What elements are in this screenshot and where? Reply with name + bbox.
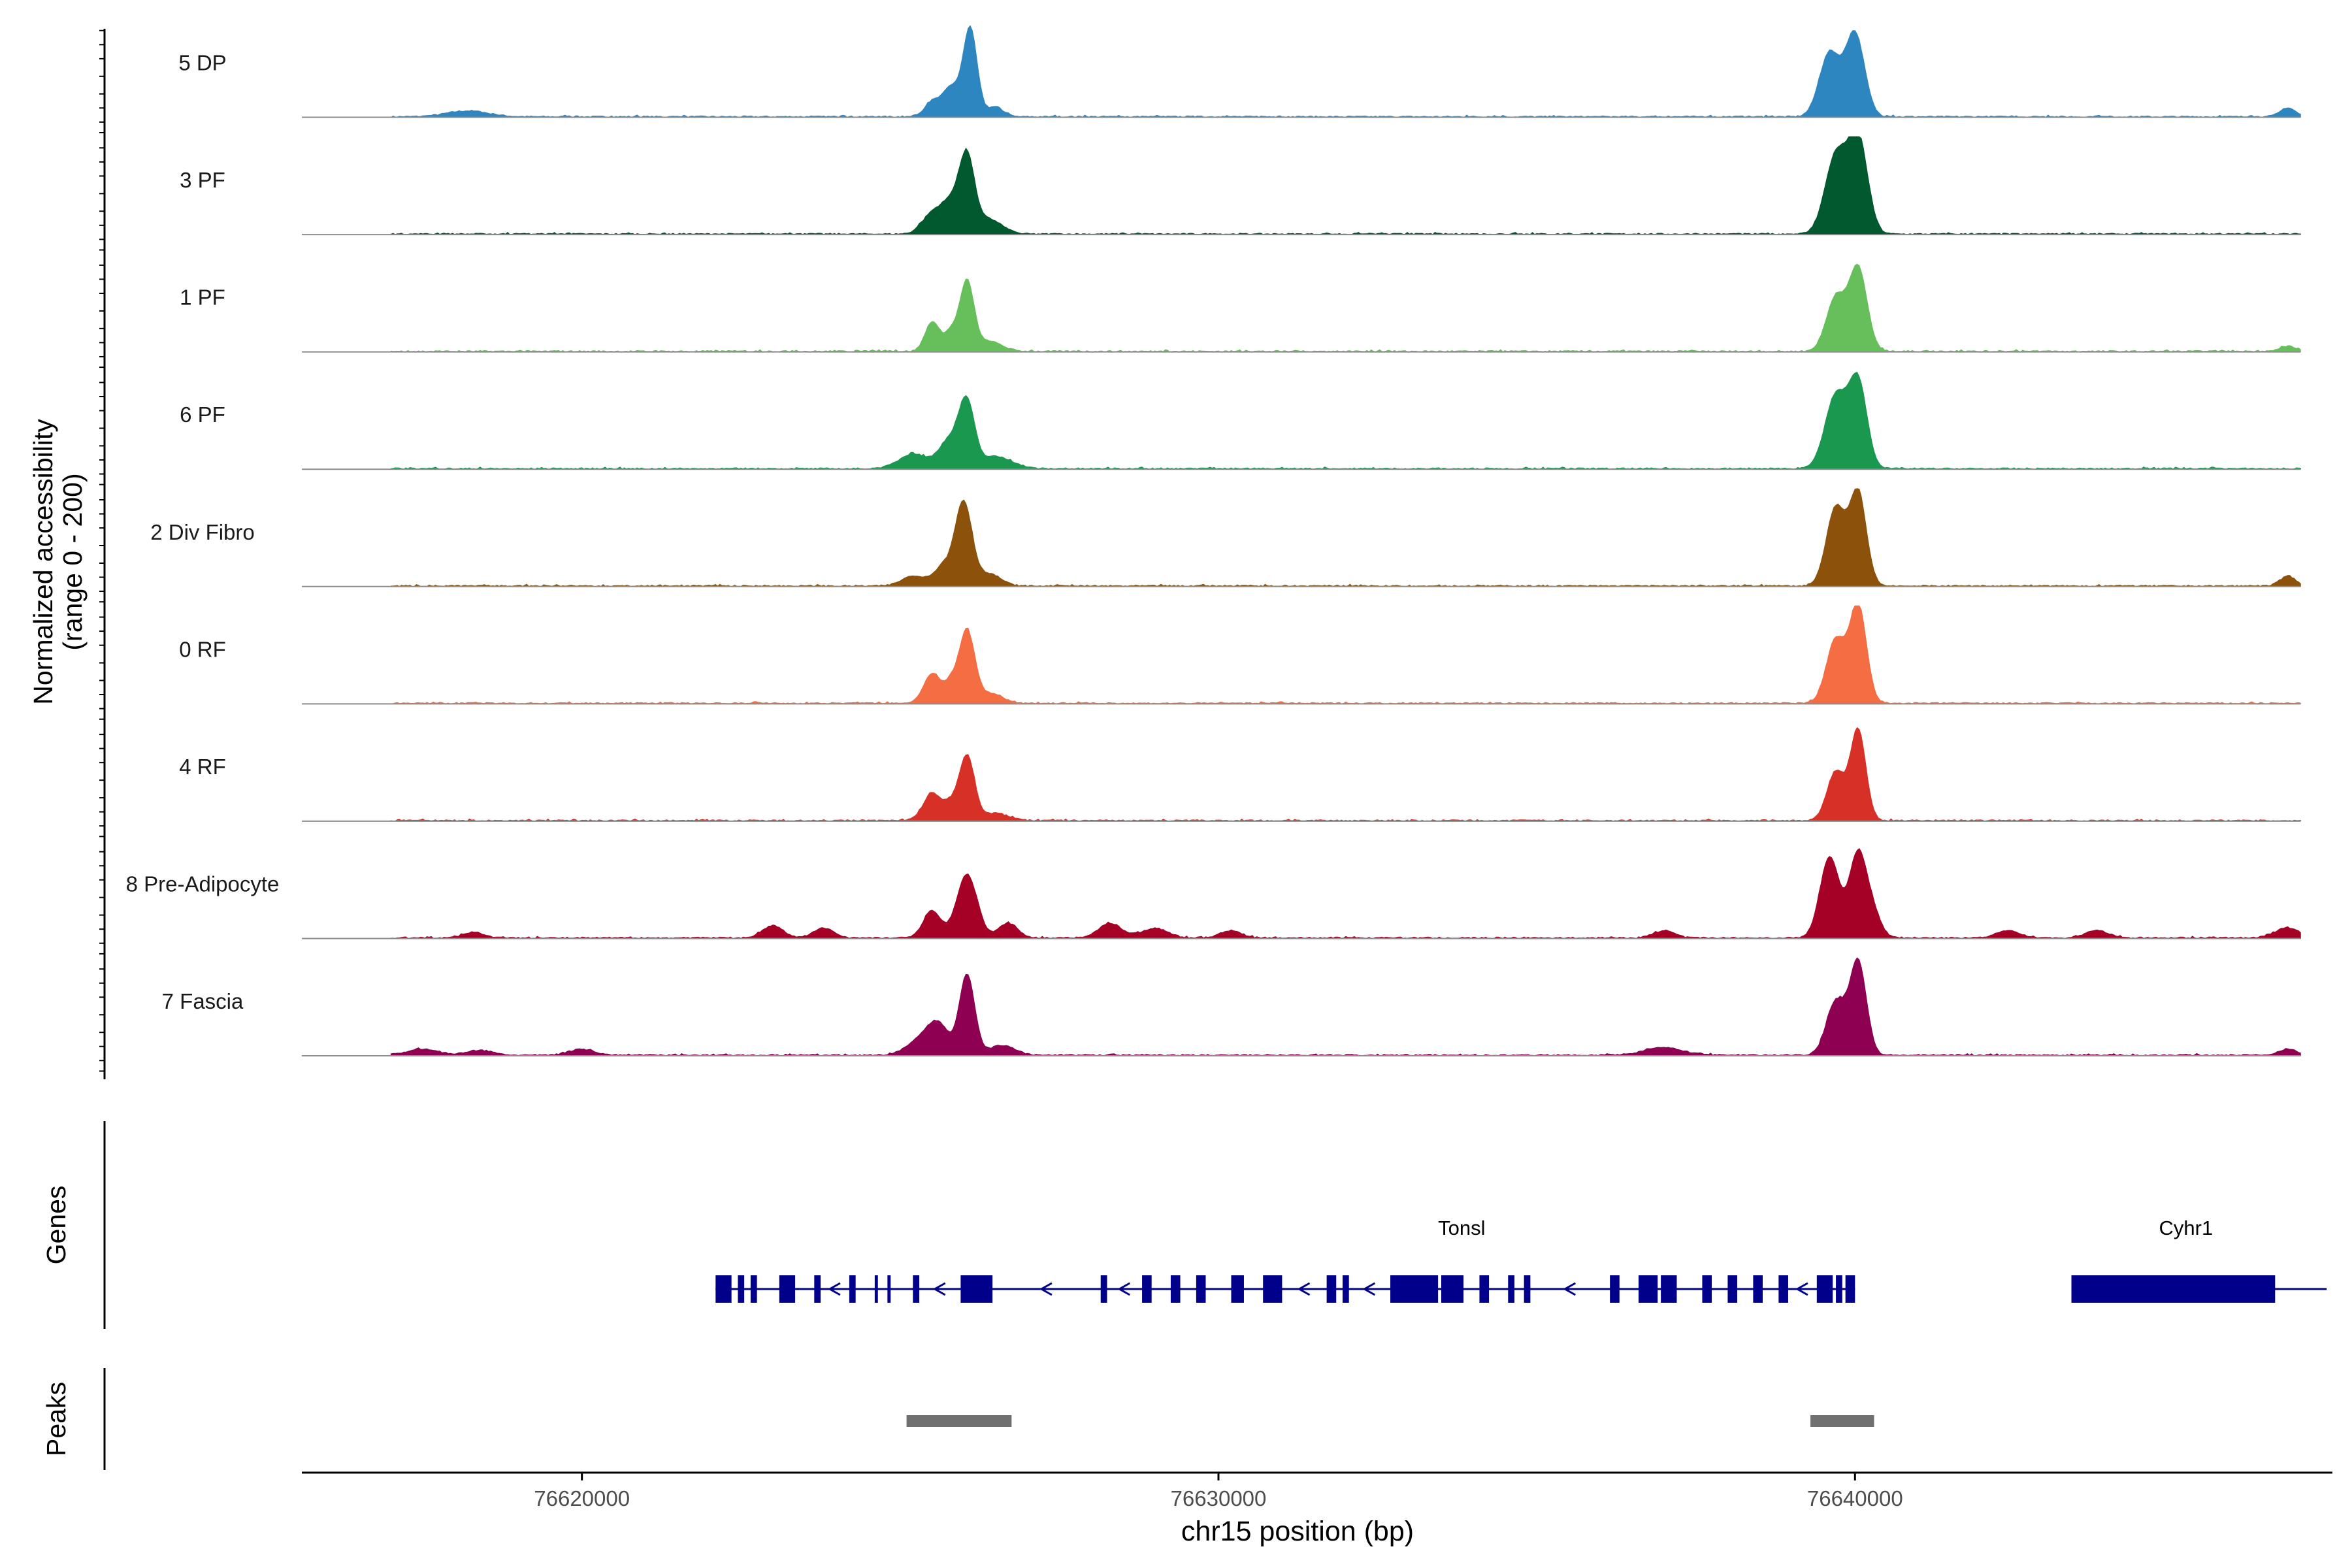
gene-exon bbox=[1231, 1275, 1244, 1303]
track-label: 2 Div Fibro bbox=[150, 520, 255, 544]
gene-exon bbox=[1170, 1275, 1181, 1303]
gene-exon bbox=[2071, 1275, 2276, 1303]
gene-exon bbox=[750, 1275, 757, 1303]
gene-exon bbox=[849, 1275, 856, 1303]
gene-label: Cyhr1 bbox=[2159, 1217, 2213, 1239]
gene-exon bbox=[1845, 1275, 1855, 1303]
gene-tonsl: Tonsl bbox=[715, 1217, 1855, 1303]
gene-exon bbox=[1479, 1275, 1490, 1303]
gene-exon bbox=[814, 1275, 821, 1303]
track-label: 4 RF bbox=[179, 755, 226, 779]
y-axis-label: Normalized accessibility bbox=[28, 419, 58, 705]
track-label: 5 DP bbox=[178, 51, 226, 75]
gene-exon bbox=[1142, 1275, 1152, 1303]
gene-cyhr1: Cyhr1 bbox=[2071, 1217, 2327, 1303]
track-2-div-fibro: 2 Div Fibro bbox=[150, 488, 2301, 587]
track-label: 1 PF bbox=[180, 286, 225, 310]
gene-exon bbox=[1836, 1275, 1842, 1303]
gene-exon bbox=[960, 1275, 993, 1303]
gene-exon bbox=[1441, 1275, 1464, 1303]
gene-exon bbox=[1610, 1275, 1620, 1303]
peak-region bbox=[1810, 1415, 1874, 1427]
strand-arrow bbox=[932, 1282, 946, 1296]
gene-exon bbox=[1702, 1275, 1712, 1303]
gene-exon bbox=[1196, 1275, 1206, 1303]
strand-arrow bbox=[1297, 1282, 1311, 1296]
gene-exon bbox=[1524, 1275, 1531, 1303]
coverage-area-0-rf bbox=[390, 605, 2301, 704]
genes-track: Tonsl Cyhr1 bbox=[103, 1121, 2327, 1329]
track-label: 8 Pre-Adipocyte bbox=[126, 872, 280, 896]
coverage-area-8-pre-adipocyte bbox=[390, 848, 2301, 939]
track-label: 6 PF bbox=[180, 402, 225, 427]
gene-exon bbox=[715, 1275, 732, 1303]
x-axis: 76620000 76630000 76640000 bbox=[302, 1471, 2332, 1511]
coverage-area-3-pf bbox=[390, 136, 2301, 235]
gene-exon bbox=[1816, 1275, 1833, 1303]
gene-exon bbox=[779, 1275, 796, 1303]
peak-region bbox=[906, 1415, 1012, 1427]
gene-exon bbox=[1508, 1275, 1515, 1303]
strand-arrow bbox=[1039, 1282, 1053, 1296]
coverage-area-4-rf bbox=[390, 727, 2301, 822]
track-label: 7 Fascia bbox=[162, 989, 244, 1013]
strand-arrow bbox=[827, 1282, 841, 1296]
track-7-fascia: 7 Fascia bbox=[162, 957, 2301, 1056]
gene-exon bbox=[1661, 1275, 1677, 1303]
gene-exon bbox=[874, 1275, 878, 1303]
peaks-track bbox=[103, 1368, 1874, 1470]
gene-label: Tonsl bbox=[1438, 1217, 1485, 1239]
track-6-pf: 6 PF bbox=[180, 371, 2301, 470]
track-0-rf: 0 RF bbox=[179, 605, 2301, 705]
coverage-area-2-div-fibro bbox=[390, 488, 2301, 587]
gene-exon bbox=[1390, 1275, 1439, 1303]
track-label: 3 PF bbox=[180, 168, 225, 192]
gene-exon bbox=[1326, 1275, 1337, 1303]
coverage-area-7-fascia bbox=[390, 957, 2301, 1056]
track-5-dp: 5 DP bbox=[178, 25, 2301, 118]
gene-exon bbox=[1727, 1275, 1738, 1303]
peaks-track-label: Peaks bbox=[41, 1382, 71, 1456]
gene-exon bbox=[1342, 1275, 1349, 1303]
x-tick-label: 76620000 bbox=[534, 1486, 630, 1511]
genes-track-label: Genes bbox=[41, 1186, 71, 1265]
strand-arrow bbox=[1563, 1282, 1576, 1296]
x-tick-label: 76630000 bbox=[1171, 1486, 1267, 1511]
coverage-area-6-pf bbox=[390, 371, 2301, 470]
gene-exon bbox=[1639, 1275, 1658, 1303]
gene-exon bbox=[913, 1275, 920, 1303]
strand-arrow bbox=[1362, 1282, 1376, 1296]
gene-exon bbox=[887, 1275, 891, 1303]
track-8-pre-adipocyte: 8 Pre-Adipocyte bbox=[126, 848, 2301, 939]
y-axis-sublabel: (range 0 - 200) bbox=[57, 473, 88, 650]
coverage-area-1-pf bbox=[390, 263, 2301, 353]
gene-exon bbox=[1100, 1275, 1107, 1303]
strand-arrow bbox=[1117, 1282, 1131, 1296]
track-label: 0 RF bbox=[179, 637, 226, 661]
track-3-pf: 3 PF bbox=[180, 136, 2301, 236]
gene-exon bbox=[1778, 1275, 1788, 1303]
x-axis-label: chr15 position (bp) bbox=[1181, 1516, 1414, 1547]
gene-exon bbox=[738, 1275, 745, 1303]
gene-exon bbox=[1263, 1275, 1282, 1303]
track-4-rf: 4 RF bbox=[179, 727, 2301, 822]
gene-exon bbox=[1753, 1275, 1763, 1303]
track-1-pf: 1 PF bbox=[180, 263, 2301, 353]
coverage-area-5-dp bbox=[390, 25, 2301, 118]
coverage-y-axis bbox=[99, 29, 106, 1079]
coverage-tracks: 5 DP 3 PF 1 PF 6 PF 2 Div Fibro 0 RF 4 RF 8 Pre… bbox=[126, 25, 2301, 1056]
strand-arrow bbox=[1795, 1282, 1808, 1296]
x-tick-label: 76640000 bbox=[1807, 1486, 1903, 1511]
